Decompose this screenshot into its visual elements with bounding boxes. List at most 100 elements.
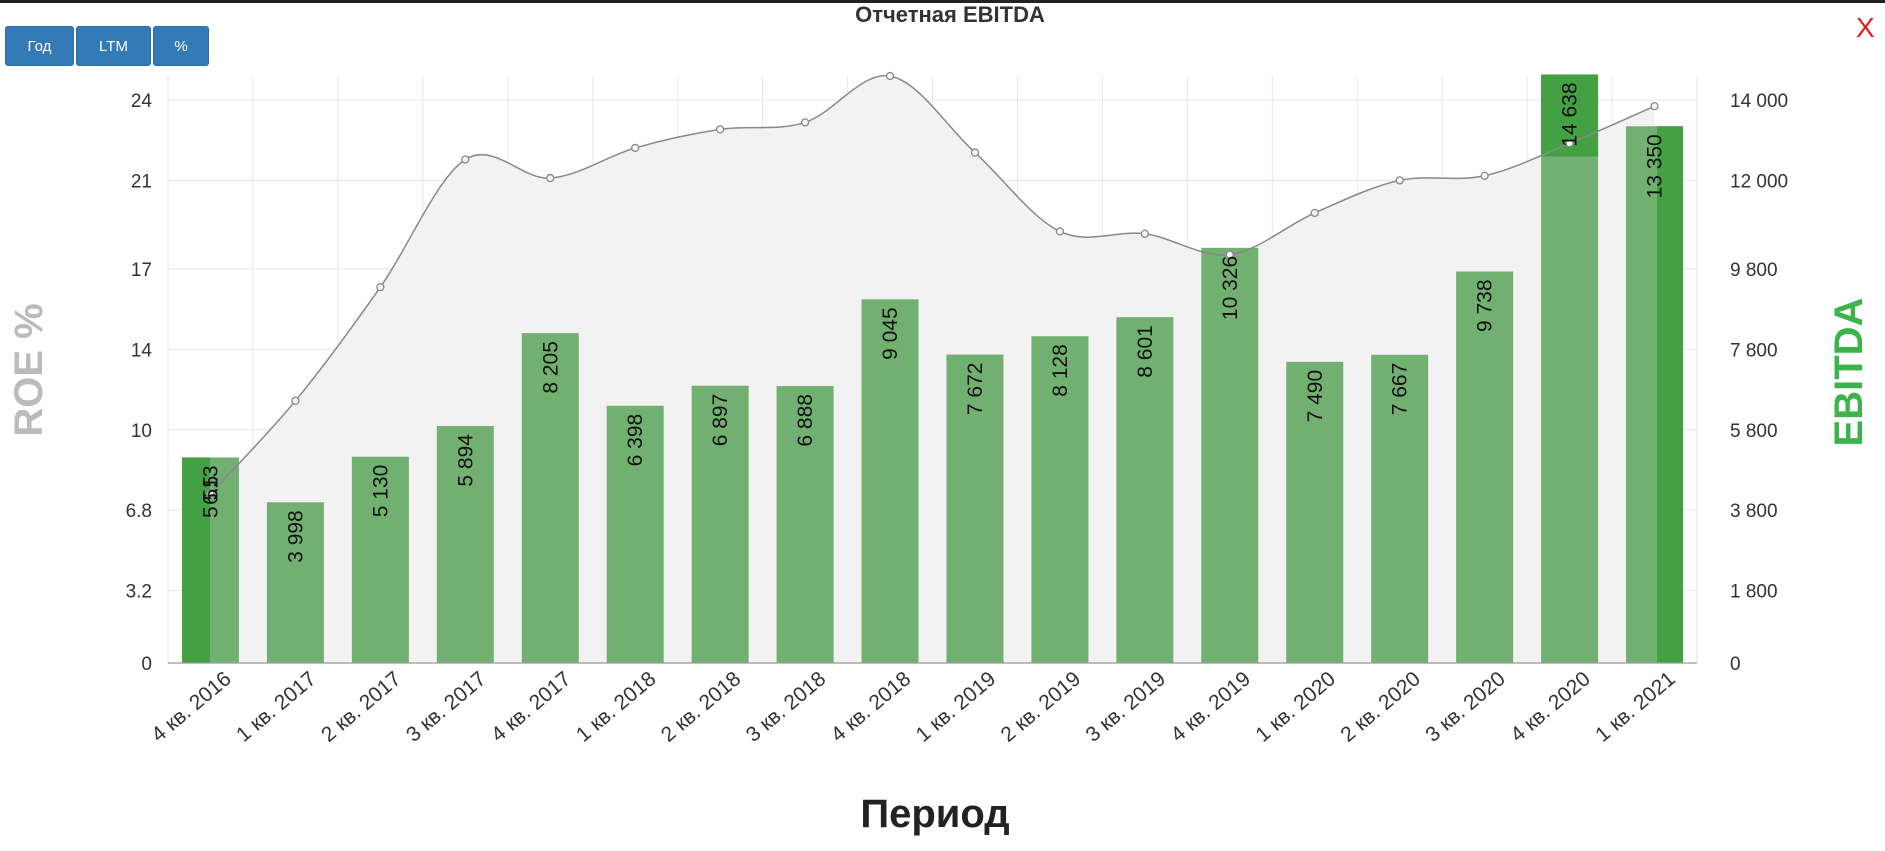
bar-value-label: 6 897 xyxy=(709,394,732,447)
left-axis-ticks: 0 3.2 6.8 10 14 17 21 24 xyxy=(126,91,153,675)
percent-button[interactable]: % xyxy=(153,26,209,66)
right-axis-tick: 7 800 xyxy=(1730,340,1778,361)
x-axis-tick: 2 кв. 2020 xyxy=(1336,667,1425,746)
x-axis-tick: 3 кв. 2017 xyxy=(402,667,491,746)
bar-value-label: 5 130 xyxy=(369,465,392,518)
bar-value-label: 5 894 xyxy=(454,434,477,487)
bar-value-label: 7 490 xyxy=(1304,370,1327,423)
ebitda-bar xyxy=(436,426,494,663)
left-axis-tick: 0 xyxy=(141,654,152,675)
bar-value-label: 7 672 xyxy=(964,363,987,416)
roe-point xyxy=(970,148,980,157)
ebitda-bar xyxy=(1031,336,1089,663)
ebitda-bar xyxy=(1541,74,1599,664)
left-axis-tick: 3.2 xyxy=(126,582,152,603)
bar-value-label: 7 667 xyxy=(1389,363,1412,416)
year-button[interactable]: Год xyxy=(5,26,74,66)
x-axis-tick: 3 кв. 2019 xyxy=(1082,667,1171,746)
roe-point xyxy=(1565,139,1574,148)
roe-point xyxy=(1140,229,1150,238)
x-axis-tick: 2 кв. 2019 xyxy=(997,667,1086,746)
left-axis-title: ROE % xyxy=(7,303,51,436)
roe-point xyxy=(631,143,640,153)
ltm-button[interactable]: LTM xyxy=(76,26,151,66)
x-axis-tick: 4 кв. 2019 xyxy=(1167,667,1256,746)
left-axis-tick: 14 xyxy=(131,340,153,361)
roe-point xyxy=(1225,250,1234,259)
roe-point xyxy=(1480,171,1489,180)
left-axis-tick: 6.8 xyxy=(126,501,152,522)
roe-point xyxy=(461,155,470,164)
roe-area xyxy=(210,75,1655,664)
ebitda-bar-highlight xyxy=(181,457,210,663)
ebitda-bar xyxy=(266,502,324,663)
x-axis-tick: 1 кв. 2017 xyxy=(232,667,321,746)
top-border-line xyxy=(0,0,1885,3)
roe-point xyxy=(376,282,385,292)
x-axis-tick: 2 кв. 2018 xyxy=(657,667,746,746)
right-axis-tick: 0 xyxy=(1730,654,1741,675)
bar-value-label: 10 326 xyxy=(1219,256,1242,320)
roe-point xyxy=(206,489,215,498)
right-axis-tick: 14 000 xyxy=(1730,91,1788,112)
x-axis-tick: 1 кв. 2018 xyxy=(572,667,661,746)
bar-value-label: 9 738 xyxy=(1474,279,1497,332)
x-axis-tick: 4 кв. 2017 xyxy=(487,667,576,746)
x-axis-tick: 1 кв. 2019 xyxy=(912,667,1001,746)
ebitda-bar xyxy=(776,386,834,663)
left-axis-tick: 10 xyxy=(131,421,152,442)
ebitda-bars xyxy=(181,74,1684,664)
roe-point xyxy=(1650,102,1659,111)
roe-points xyxy=(206,71,1659,498)
bar-value-label: 13 350 xyxy=(1644,134,1667,198)
right-axis-tick: 3 800 xyxy=(1730,501,1778,522)
roe-value-label: 6.5 xyxy=(199,476,222,505)
bar-value-label: 8 601 xyxy=(1134,325,1157,378)
x-axis-tick: 1 кв. 2020 xyxy=(1251,667,1340,746)
x-axis-tick: 3 кв. 2020 xyxy=(1421,667,1510,746)
ebitda-bar xyxy=(521,333,579,663)
roe-point xyxy=(715,125,725,134)
ebitda-bar-highlight xyxy=(1657,126,1684,664)
ebitda-bar xyxy=(861,299,919,663)
ebitda-bar xyxy=(1456,271,1514,663)
bar-value-label: 3 998 xyxy=(284,510,307,563)
roe-point xyxy=(1310,208,1319,218)
bar-value-label: 8 128 xyxy=(1049,344,1072,397)
x-axis-title: Период xyxy=(860,792,1009,836)
ebitda-bar xyxy=(691,385,749,663)
right-axis-tick: 1 800 xyxy=(1730,582,1778,603)
right-axis-tick: 5 800 xyxy=(1730,421,1778,442)
ebitda-bar xyxy=(606,405,664,663)
bar-value-label: 6 888 xyxy=(794,394,817,447)
ebitda-bar xyxy=(946,354,1004,663)
left-axis-tick: 21 xyxy=(131,172,152,193)
left-axis-tick: 24 xyxy=(131,91,153,112)
ebitda-bar xyxy=(1201,247,1259,663)
right-axis-tick: 9 800 xyxy=(1730,260,1778,281)
right-axis-ticks: 0 1 800 3 800 5 800 7 800 9 800 12 000 14 000 xyxy=(1730,91,1788,675)
bar-value-labels: 5 513 3 998 5 130 5 894 8 205 6 398 6 897 6 888… xyxy=(199,82,1666,562)
ebitda-bar xyxy=(1116,317,1174,663)
ebitda-bar xyxy=(1371,354,1429,663)
bar-value-label: 8 205 xyxy=(539,341,562,394)
bar-value-label: 9 045 xyxy=(879,307,902,360)
roe-point xyxy=(1055,227,1065,236)
chart-title: Отчетная EBITDA xyxy=(855,2,1045,27)
period-toggle-group: Год LTM % xyxy=(5,26,209,66)
x-axis-tick: 2 кв. 2017 xyxy=(317,667,406,746)
roe-point xyxy=(291,396,300,405)
close-button[interactable]: X xyxy=(1856,12,1875,43)
x-axis-tick: 4 кв. 2020 xyxy=(1506,667,1595,746)
roe-point xyxy=(1395,176,1404,185)
ebitda-bar xyxy=(1286,361,1344,663)
left-axis-tick: 17 xyxy=(131,260,152,281)
bar-value-label: 14 638 xyxy=(1559,82,1582,146)
bar-value-label: 6 398 xyxy=(624,414,647,467)
right-axis-title: EBITDA xyxy=(1827,298,1871,447)
roe-point xyxy=(800,118,810,127)
bar-value-label: 5 513 xyxy=(199,465,222,518)
x-axis-tick: 4 кв. 2018 xyxy=(827,667,916,746)
right-axis-tick: 12 000 xyxy=(1730,172,1788,193)
